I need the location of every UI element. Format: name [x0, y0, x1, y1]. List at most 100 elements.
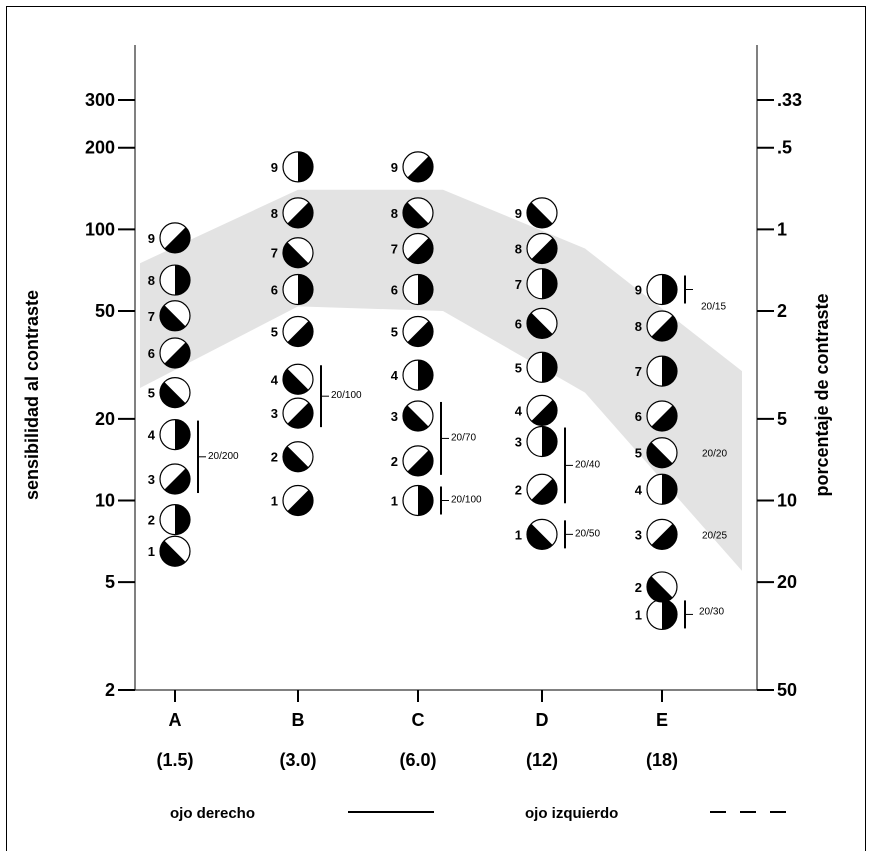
grating-patch-D8: [526, 232, 558, 265]
grating-patch-C4: [402, 359, 434, 391]
patch-number: 5: [148, 386, 155, 401]
left-tick-label: 200: [85, 138, 115, 158]
patch-dark-half: [160, 381, 186, 408]
patch-number: 8: [635, 319, 642, 334]
patch-number: 7: [515, 277, 522, 292]
patch-number: 7: [148, 309, 155, 324]
acuity-label: 20/70: [451, 432, 476, 443]
patch-dark-half: [407, 450, 433, 476]
patch-dark-half: [651, 315, 677, 342]
patch-dark-half: [160, 305, 186, 331]
grating-patch-E2: [646, 571, 678, 603]
patch-dark-half: [175, 504, 191, 535]
grating-patch-B1: [282, 484, 314, 517]
grating-patch-B7: [282, 237, 314, 269]
grating-patch-B5: [282, 315, 314, 348]
acuity-label: 20/40: [575, 459, 600, 470]
patch-number: 8: [271, 206, 278, 221]
category-letter: E: [656, 710, 668, 730]
patch-number: 7: [271, 246, 278, 261]
category-frequency: (12): [526, 750, 558, 770]
patch-number: 3: [148, 472, 155, 487]
patch-dark-half: [175, 419, 190, 450]
grating-patch-A9: [159, 222, 191, 254]
patch-dark-half: [418, 274, 434, 305]
grating-patch-C5: [402, 315, 434, 348]
patch-dark-half: [407, 156, 434, 182]
right-tick-label: .33: [777, 90, 802, 110]
patch-number: 4: [515, 403, 523, 418]
patch-dark-half: [287, 202, 313, 228]
patch-number: 5: [515, 360, 522, 375]
patch-number: 4: [635, 482, 643, 497]
grating-patch-B8: [282, 197, 314, 229]
patch-dark-half: [531, 399, 557, 426]
grating-patch-D6: [526, 307, 558, 339]
category-letter: A: [169, 710, 182, 730]
patch-number: 2: [271, 450, 278, 465]
patch-dark-half: [407, 237, 433, 264]
acuity-label: 20/200: [208, 451, 239, 462]
patch-number: 2: [515, 482, 522, 497]
grating-patch-C1: [402, 484, 434, 517]
grating-patch-B4: [282, 363, 314, 395]
grating-patch-C8: [402, 197, 434, 229]
left-tick-label: 20: [95, 409, 115, 429]
acuity-label: 20/100: [331, 390, 362, 401]
grating-patch-E9: [646, 273, 678, 306]
patch-dark-half: [662, 474, 677, 505]
patch-dark-half: [651, 405, 677, 431]
category-letter: D: [536, 710, 549, 730]
grating-patch-C2: [402, 445, 434, 477]
patch-number: 2: [148, 513, 155, 528]
grating-patch-A4: [159, 418, 191, 451]
patch-dark-half: [164, 342, 190, 368]
legend-label-left-eye: ojo izquierdo: [525, 805, 618, 822]
right-tick-label: 5: [777, 409, 787, 429]
patch-number: 4: [391, 368, 399, 383]
right-tick-label: 50: [777, 680, 797, 700]
category-frequency: (3.0): [279, 750, 316, 770]
patch-dark-half: [527, 312, 553, 339]
patch-dark-half: [164, 227, 191, 253]
patch-dark-half: [662, 356, 677, 387]
grating-patch-B9: [282, 151, 314, 183]
patch-number: 9: [635, 283, 642, 298]
patch-number: 2: [391, 454, 398, 469]
grating-patch-C6: [402, 273, 434, 306]
left-tick-label: 50: [95, 301, 115, 321]
normal-range-band: [140, 189, 742, 674]
grating-patch-B3: [282, 397, 314, 429]
grating-patch-A1: [159, 535, 191, 567]
grating-patch-C3: [402, 400, 434, 432]
grating-patch-E1: [646, 598, 678, 631]
legend-label-right-eye: ojo derecho: [170, 805, 255, 822]
patch-dark-half: [647, 442, 673, 468]
patch-dark-half: [542, 352, 557, 383]
patch-dark-half: [651, 523, 677, 550]
left-tick-label: 2: [105, 680, 115, 700]
patch-dark-half: [298, 151, 313, 182]
patch-number: 1: [271, 493, 278, 508]
patch-number: 5: [391, 325, 398, 340]
patch-number: 3: [271, 406, 278, 421]
patch-number: 3: [515, 435, 522, 450]
patch-number: 4: [271, 372, 279, 387]
patch-number: 3: [635, 527, 642, 542]
acuity-label: 20/50: [575, 528, 600, 539]
patch-number: 1: [391, 493, 398, 508]
acuity-label: 20/15: [701, 302, 726, 313]
patch-number: 6: [635, 409, 642, 424]
patch-number: 9: [148, 231, 155, 246]
patch-number: 6: [271, 283, 278, 298]
right-tick-label: .5: [777, 138, 792, 158]
patch-dark-half: [287, 489, 313, 516]
patch-dark-half: [287, 402, 313, 429]
patch-dark-half: [287, 320, 313, 347]
chart-frame: [6, 6, 866, 851]
acuity-label: 20/25: [702, 530, 727, 541]
grating-patch-A6: [159, 337, 191, 369]
grating-patch-B6: [282, 273, 314, 306]
acuity-label: 20/30: [699, 606, 724, 617]
